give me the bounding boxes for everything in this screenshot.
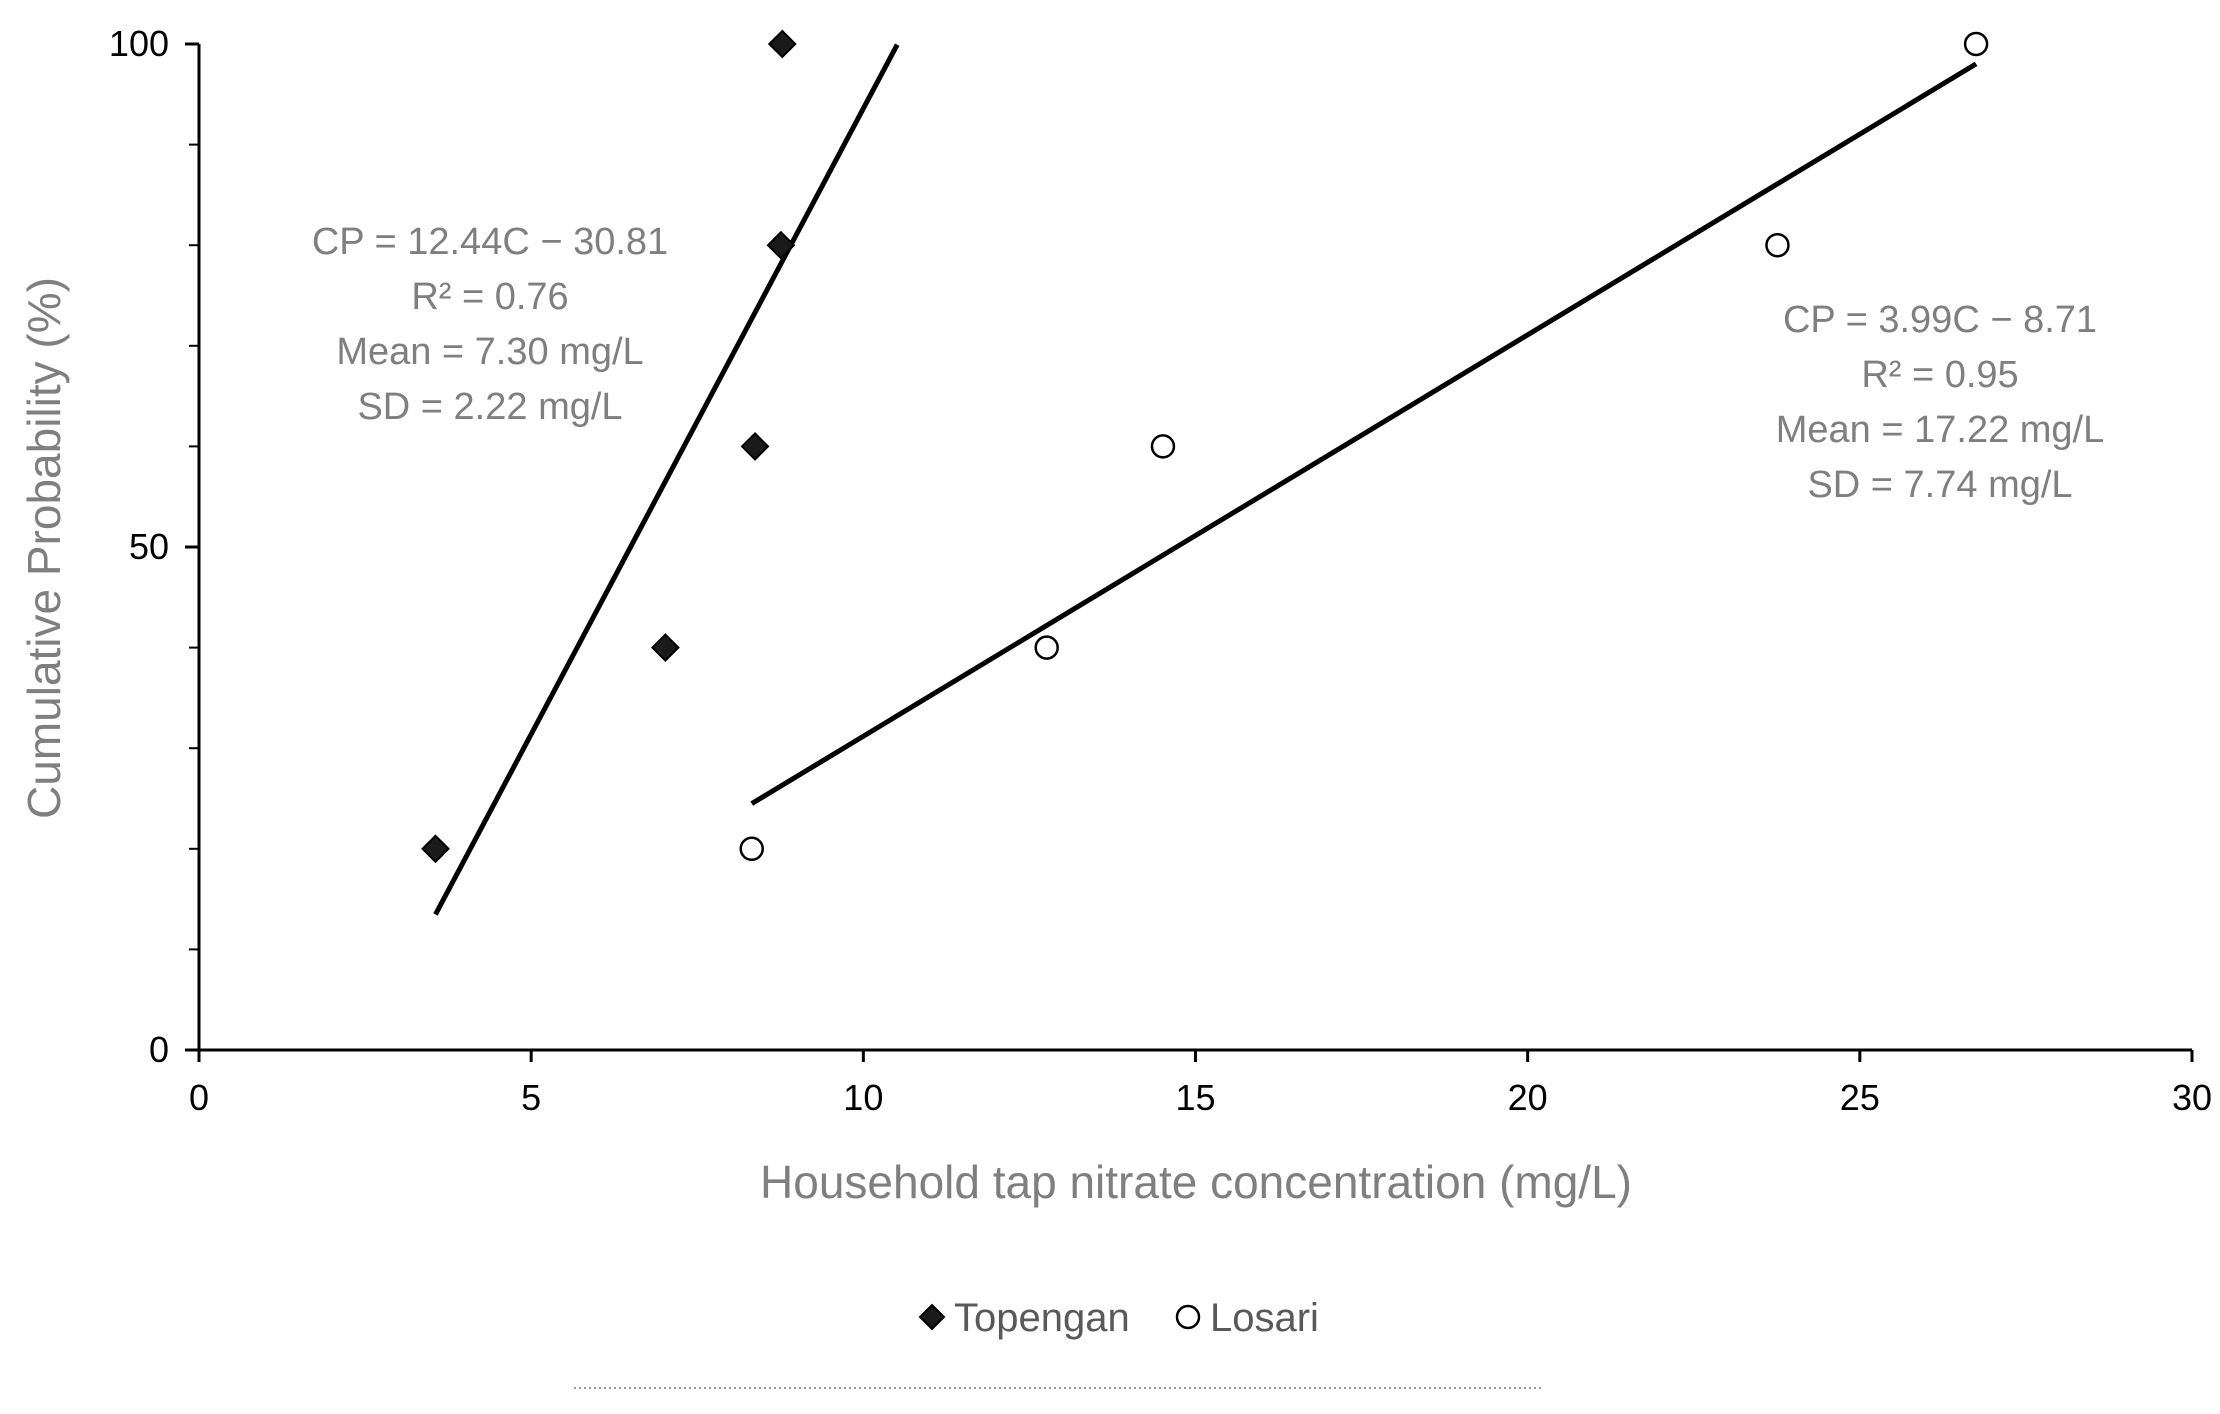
- y-tick-label: 100: [109, 23, 169, 64]
- losari-point: [739, 836, 764, 862]
- trendlines: [433, 43, 1978, 916]
- losari-legend-label: Losari: [1210, 1296, 1319, 1340]
- topengan-point: [766, 230, 796, 260]
- topengan-point: [421, 834, 450, 864]
- topengan-equation-line: CP = 12.44C − 30.81: [312, 221, 668, 263]
- x-axis-title: Household tap nitrate concentration (mg/…: [760, 1156, 1632, 1208]
- x-tick-label: 20: [1508, 1077, 1548, 1118]
- x-tick-label: 0: [189, 1077, 209, 1118]
- x-tick-label: 5: [521, 1077, 541, 1118]
- topengan-legend-label: Topengan: [954, 1296, 1130, 1340]
- data-points: [421, 29, 1989, 864]
- x-tick-label: 10: [843, 1077, 883, 1118]
- losari-trendline: [750, 61, 1978, 806]
- losari-point: [1034, 635, 1059, 660]
- losari-point: [1765, 232, 1790, 258]
- x-tick-label: 25: [1840, 1077, 1880, 1118]
- losari-equation-line: R² = 0.95: [1861, 354, 2018, 396]
- losari-legend-marker: [1175, 1304, 1201, 1330]
- losari-point: [1963, 31, 1989, 57]
- x-tick-label: 15: [1175, 1077, 1215, 1118]
- topengan-point: [767, 29, 797, 59]
- topengan-equation-line: Mean = 7.30 mg/L: [336, 331, 643, 373]
- topengan-equation-line: R² = 0.76: [411, 276, 568, 318]
- y-axis-title: Cumulative Probability (%): [18, 277, 70, 819]
- y-tick-label: 0: [149, 1029, 169, 1070]
- topengan-legend-marker: [918, 1303, 946, 1331]
- axes: 0 5 10 15 20 25 30 0 50 100: [109, 23, 2212, 1118]
- topengan-point: [740, 431, 770, 461]
- y-tick-label: 50: [129, 526, 169, 567]
- x-tick-label: 30: [2172, 1077, 2212, 1118]
- topengan-trendline: [433, 43, 900, 916]
- losari-equation-line: CP = 3.99C − 8.71: [1783, 299, 2097, 341]
- annotations: CP = 12.44C − 30.81 R² = 0.76 Mean = 7.30 …: [312, 221, 2104, 506]
- losari-point: [1150, 434, 1176, 459]
- topengan-equation-line: SD = 2.22 mg/L: [357, 386, 622, 428]
- topengan-point: [650, 633, 680, 663]
- losari-equation-line: Mean = 17.22 mg/L: [1776, 409, 2105, 451]
- losari-equation-line: SD = 7.74 mg/L: [1807, 464, 2072, 506]
- legend: Topengan Losari: [918, 1296, 1319, 1340]
